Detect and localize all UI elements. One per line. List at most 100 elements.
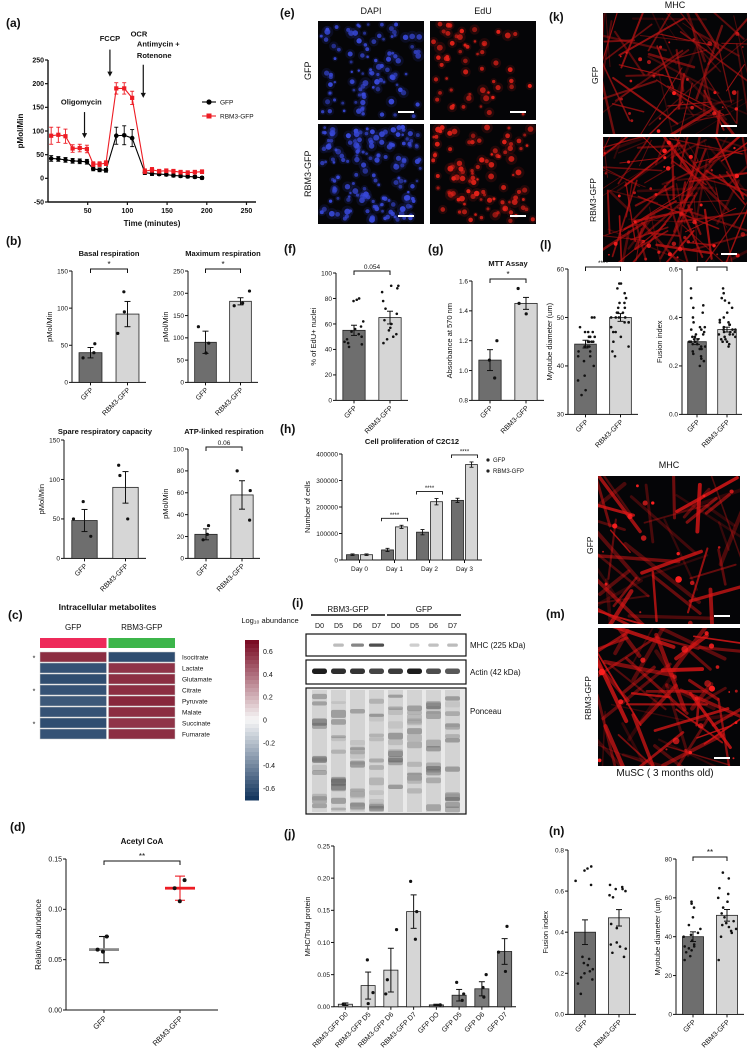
panel-label-d: (d) xyxy=(10,820,26,834)
svg-text:OCR: OCR xyxy=(131,29,148,38)
svg-text:60: 60 xyxy=(325,321,333,328)
svg-text:GFP: GFP xyxy=(479,405,494,420)
svg-text:RBM3-GFP: RBM3-GFP xyxy=(121,623,162,632)
rbm3-row-label: RBM3-GFP xyxy=(303,150,313,198)
svg-text:0.10: 0.10 xyxy=(317,940,330,947)
svg-text:80: 80 xyxy=(665,856,673,863)
svg-text:0: 0 xyxy=(180,556,184,563)
svg-text:40: 40 xyxy=(325,347,333,354)
myotube-diameter-chart-l: 30 40 50 60 Myotube diameter (um) GFP RBM3-GFP… xyxy=(536,252,644,450)
svg-text:0.25: 0.25 xyxy=(317,843,330,850)
spare-capacity-chart: Spare respiratory capacity 0 50 100 150 pMol/… xyxy=(28,424,152,594)
svg-text:**: ** xyxy=(709,258,715,267)
svg-text:*: * xyxy=(33,722,36,729)
svg-text:Day 2: Day 2 xyxy=(421,566,438,573)
svg-text:*: * xyxy=(107,260,110,269)
panel-label-m: (m) xyxy=(546,607,565,621)
svg-text:****: **** xyxy=(390,513,400,519)
mhc-gfp-image-k xyxy=(603,13,747,134)
svg-text:Basal respiration: Basal respiration xyxy=(79,249,140,258)
svg-text:0.6: 0.6 xyxy=(555,888,564,895)
metabolites-heatmap: Intracellular metabolites GFP RBM3-GFP Isoc… xyxy=(12,596,312,811)
svg-text:****: **** xyxy=(598,260,609,267)
svg-text:RBM3-GFP: RBM3-GFP xyxy=(500,405,531,436)
svg-text:0.4: 0.4 xyxy=(555,930,564,937)
svg-text:Myotube diameter (um): Myotube diameter (um) xyxy=(545,302,554,380)
svg-text:0.05: 0.05 xyxy=(48,957,62,964)
svg-text:100: 100 xyxy=(321,270,332,277)
svg-text:150: 150 xyxy=(161,208,173,215)
gfp-row-label-m: GFP xyxy=(585,536,595,554)
mhc-title-m: MHC xyxy=(658,460,680,470)
svg-text:100: 100 xyxy=(49,477,60,484)
svg-text:0: 0 xyxy=(64,380,68,387)
svg-text:20: 20 xyxy=(177,534,185,541)
svg-text:RBM3-GFP: RBM3-GFP xyxy=(701,1019,732,1050)
svg-text:0: 0 xyxy=(263,718,267,725)
svg-text:Intracellular metabolites: Intracellular metabolites xyxy=(59,602,157,612)
svg-text:-0.2: -0.2 xyxy=(263,740,275,747)
svg-text:*: * xyxy=(33,656,36,663)
mhc-title-k: MHC xyxy=(664,0,686,10)
svg-text:GFP: GFP xyxy=(195,563,210,578)
svg-text:Spare respiratory capacity: Spare respiratory capacity xyxy=(58,427,152,436)
svg-text:0.2: 0.2 xyxy=(555,971,564,978)
svg-text:Ponceau: Ponceau xyxy=(470,707,502,716)
svg-text:40: 40 xyxy=(665,934,673,941)
svg-text:Fusion index: Fusion index xyxy=(541,911,550,954)
svg-text:-0.4: -0.4 xyxy=(263,763,275,770)
svg-text:0: 0 xyxy=(328,398,332,405)
svg-text:Absorbance at 570 nm: Absorbance at 570 nm xyxy=(445,303,454,378)
svg-text:RBM3-GFP: RBM3-GFP xyxy=(701,419,732,450)
acetyl-coa-chart: Acetyl CoA 0.00 0.05 0.10 0.15 Relative abund… xyxy=(26,832,226,1050)
svg-text:30: 30 xyxy=(557,412,565,419)
svg-text:****: **** xyxy=(425,486,435,492)
panel-label-i: (i) xyxy=(292,596,304,610)
mtt-assay-chart: MTT Assay 0.8 1.0 1.2 1.4 1.6 Absorbance at 57… xyxy=(436,256,550,436)
svg-text:GFP: GFP xyxy=(575,419,590,434)
svg-text:0.0: 0.0 xyxy=(669,412,678,419)
svg-text:0.8: 0.8 xyxy=(555,847,564,854)
svg-text:GFP: GFP xyxy=(686,419,701,434)
svg-text:100: 100 xyxy=(173,446,184,453)
svg-text:250: 250 xyxy=(32,57,44,64)
svg-text:1.0: 1.0 xyxy=(459,368,468,375)
svg-text:0: 0 xyxy=(668,1012,672,1019)
svg-text:RBM3-GFP: RBM3-GFP xyxy=(214,387,245,418)
svg-text:20: 20 xyxy=(665,973,673,980)
svg-text:D0: D0 xyxy=(315,623,324,630)
fusion-index-chart-n: 0.0 0.2 0.4 0.6 0.8 Fusion index GFP RBM3-GFP xyxy=(532,842,642,1050)
svg-text:0.15: 0.15 xyxy=(317,908,330,915)
svg-text:MTT Assay: MTT Assay xyxy=(488,259,528,268)
edu-rbm3-image xyxy=(430,124,536,224)
svg-text:RBM3-GFP: RBM3-GFP xyxy=(151,1014,185,1048)
svg-text:GFP: GFP xyxy=(574,1019,589,1034)
svg-text:Succinate: Succinate xyxy=(182,721,211,728)
svg-text:200: 200 xyxy=(173,291,184,298)
svg-text:GFP D7: GFP D7 xyxy=(486,1011,509,1034)
panel-label-l: (l) xyxy=(540,238,552,252)
svg-text:RBM3-GFP: RBM3-GFP xyxy=(493,469,524,475)
svg-text:pMol/Min: pMol/Min xyxy=(161,488,170,518)
svg-text:Malate: Malate xyxy=(182,710,202,717)
svg-text:40: 40 xyxy=(177,512,185,519)
mhc-rbm3-image-m xyxy=(598,628,740,766)
svg-text:Glutamate: Glutamate xyxy=(182,677,212,684)
svg-text:0.4: 0.4 xyxy=(263,672,273,679)
svg-text:pMol/Min: pMol/Min xyxy=(45,311,54,341)
svg-text:GFP: GFP xyxy=(91,1014,108,1031)
svg-text:Fumarate: Fumarate xyxy=(182,732,210,739)
gfp-row-label: GFP xyxy=(303,61,313,81)
panel-label-f: (f) xyxy=(284,242,296,256)
svg-text:0.00: 0.00 xyxy=(48,1007,62,1014)
svg-text:RBM3-GFP: RBM3-GFP xyxy=(593,1019,624,1050)
svg-text:0.06: 0.06 xyxy=(218,440,231,447)
svg-text:GFP: GFP xyxy=(80,387,95,402)
svg-text:Log₁₀ abundance: Log₁₀ abundance xyxy=(241,616,298,625)
svg-text:80: 80 xyxy=(177,468,185,475)
svg-text:GFP: GFP xyxy=(220,99,233,106)
panel-label-k: (k) xyxy=(549,10,564,24)
mhc-total-protein-chart: 0.00 0.05 0.10 0.15 0.20 0.25 MHC/Total protei… xyxy=(294,838,522,1052)
svg-text:Pyruvate: Pyruvate xyxy=(182,699,208,706)
svg-text:Antimycin +: Antimycin + xyxy=(137,40,180,49)
